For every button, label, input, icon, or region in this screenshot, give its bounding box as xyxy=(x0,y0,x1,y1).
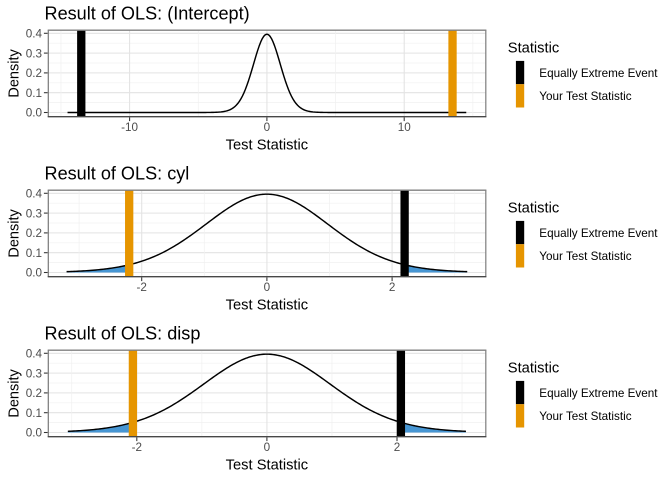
svg-text:-2: -2 xyxy=(136,281,146,294)
svg-text:0: 0 xyxy=(264,441,271,454)
svg-text:2: 2 xyxy=(389,281,396,294)
svg-text:Equally Extreme Event: Equally Extreme Event xyxy=(539,387,658,400)
svg-text:0.2: 0.2 xyxy=(26,67,42,80)
svg-text:0.4: 0.4 xyxy=(26,348,43,361)
svg-text:0.3: 0.3 xyxy=(26,47,42,60)
svg-text:Density: Density xyxy=(7,49,23,98)
svg-text:Your Test Statistic: Your Test Statistic xyxy=(539,250,631,263)
svg-text:0: 0 xyxy=(264,281,271,294)
svg-text:0.3: 0.3 xyxy=(26,207,42,220)
svg-text:-2: -2 xyxy=(132,441,142,454)
svg-text:Result of OLS: cyl: Result of OLS: cyl xyxy=(45,163,190,183)
svg-text:Result of OLS: (Intercept): Result of OLS: (Intercept) xyxy=(45,3,250,23)
svg-text:0.2: 0.2 xyxy=(26,227,42,240)
svg-text:2: 2 xyxy=(394,441,401,454)
svg-text:0.1: 0.1 xyxy=(26,247,42,260)
svg-text:-10: -10 xyxy=(121,121,138,134)
svg-text:Test Statistic: Test Statistic xyxy=(226,458,308,474)
svg-text:0.4: 0.4 xyxy=(26,188,43,201)
svg-text:Statistic: Statistic xyxy=(508,361,559,377)
svg-text:10: 10 xyxy=(398,121,412,134)
svg-text:Equally Extreme Event: Equally Extreme Event xyxy=(539,67,658,80)
svg-text:0.0: 0.0 xyxy=(26,427,43,440)
svg-text:Result of OLS: disp: Result of OLS: disp xyxy=(45,323,201,343)
svg-text:Test Statistic: Test Statistic xyxy=(226,138,308,154)
svg-text:0.3: 0.3 xyxy=(26,367,42,380)
svg-text:Test Statistic: Test Statistic xyxy=(226,298,308,314)
svg-text:0.0: 0.0 xyxy=(26,107,43,120)
svg-text:Your Test Statistic: Your Test Statistic xyxy=(539,410,631,423)
svg-text:0: 0 xyxy=(264,121,271,134)
svg-text:0.1: 0.1 xyxy=(26,87,42,100)
svg-text:0.2: 0.2 xyxy=(26,387,42,400)
svg-text:Density: Density xyxy=(7,369,23,418)
svg-text:0.1: 0.1 xyxy=(26,407,42,420)
svg-text:0.0: 0.0 xyxy=(26,267,43,280)
svg-text:0.4: 0.4 xyxy=(26,28,43,41)
svg-text:Equally Extreme Event: Equally Extreme Event xyxy=(539,227,658,240)
svg-text:Statistic: Statistic xyxy=(508,41,559,57)
svg-text:Your Test Statistic: Your Test Statistic xyxy=(539,90,631,103)
svg-text:Statistic: Statistic xyxy=(508,201,559,217)
svg-text:Density: Density xyxy=(7,209,23,258)
